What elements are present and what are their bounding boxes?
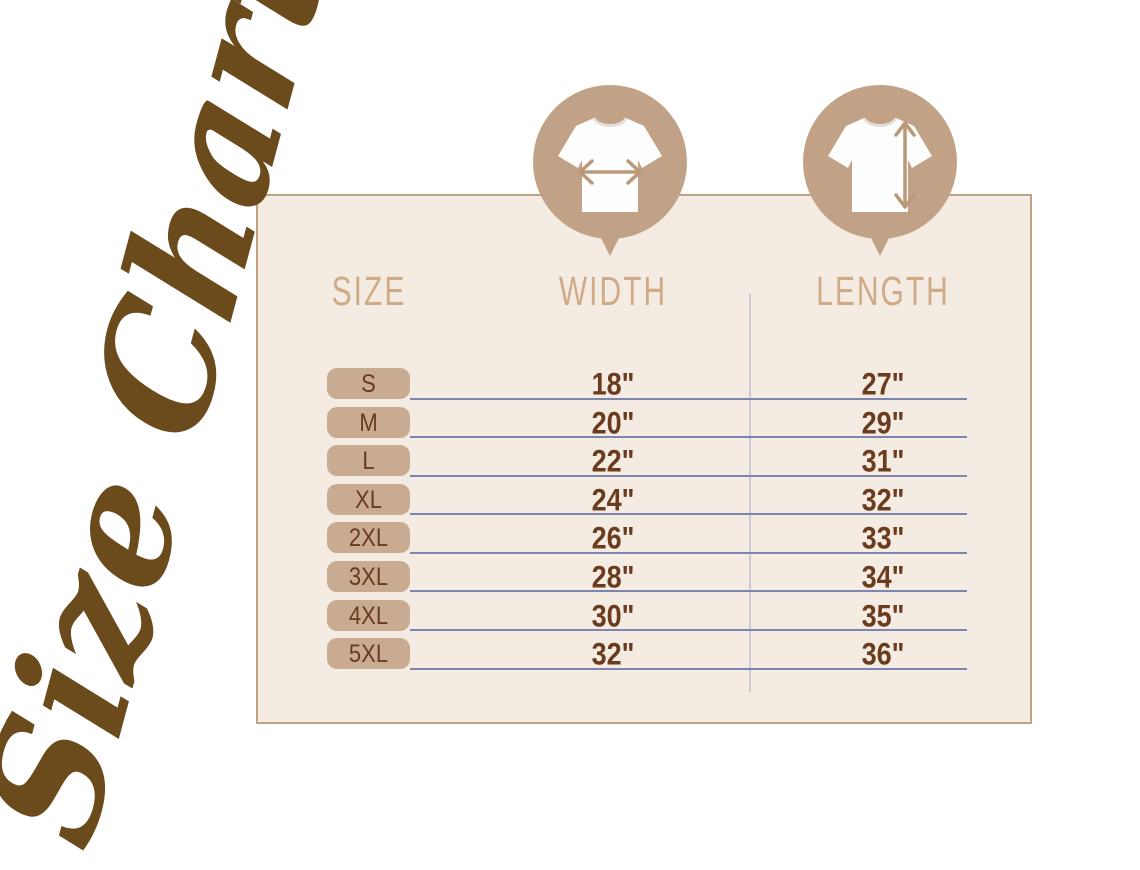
- size-badge: XL: [327, 483, 410, 515]
- size-table: S 18" 27" M 20" 29" L 22" 31" XL 24" 32" 2XL 26" 33" 3X…: [327, 366, 977, 677]
- table-row: 3XL 28" 34": [327, 559, 977, 600]
- length-value: 29": [861, 405, 905, 440]
- width-value: 26": [591, 521, 635, 556]
- size-label: 5XL: [348, 639, 389, 669]
- size-label: S: [361, 369, 376, 398]
- size-badge: M: [327, 406, 410, 438]
- size-badge: 2XL: [327, 522, 410, 554]
- length-value: 36": [861, 636, 905, 672]
- column-divider: [749, 294, 751, 692]
- table-row: XL 24" 32": [327, 482, 977, 523]
- table-row: S 18" 27": [327, 366, 977, 407]
- width-value: 24": [591, 482, 635, 517]
- width-value: 22": [591, 443, 635, 479]
- row-underline: [410, 436, 967, 439]
- column-header-width: WIDTH: [558, 270, 668, 315]
- table-row: 5XL 32" 36": [327, 636, 977, 677]
- t-shirt-shape: [558, 118, 662, 212]
- row-underline: [410, 513, 967, 516]
- size-badge: 4XL: [327, 599, 410, 631]
- t-shirt-width-icon: [533, 85, 687, 256]
- table-row: 2XL 26" 33": [327, 521, 977, 561]
- width-value: 32": [591, 636, 635, 672]
- size-badge: 5XL: [327, 638, 410, 670]
- table-row: 4XL 30" 35": [327, 598, 977, 639]
- collar-line: [592, 117, 628, 127]
- width-arrow: [578, 159, 642, 185]
- row-underline: [410, 551, 967, 554]
- length-value: 27": [861, 366, 905, 402]
- size-badge: S: [327, 368, 410, 399]
- row-underline: [410, 667, 967, 670]
- size-chart-card: SIZE WIDTH LENGTH S 18" 27" M 20" 29" L 22" 31" X…: [256, 194, 1032, 724]
- table-row: L 22" 31": [327, 443, 977, 484]
- width-value: 18": [591, 366, 635, 402]
- width-value: 20": [591, 405, 635, 440]
- row-underline: [410, 474, 967, 477]
- length-value: 35": [861, 598, 905, 633]
- width-value: 28": [591, 559, 635, 595]
- size-label: 3XL: [348, 562, 389, 591]
- length-value: 31": [861, 443, 905, 479]
- size-label: M: [359, 407, 378, 437]
- size-badge: 3XL: [327, 560, 410, 592]
- size-label: 2XL: [348, 523, 389, 553]
- column-header-size: SIZE: [331, 270, 407, 315]
- length-value: 32": [861, 482, 905, 517]
- collar-line: [862, 117, 898, 127]
- length-value: 34": [861, 559, 905, 595]
- column-header-length: LENGTH: [816, 270, 950, 315]
- size-label: L: [362, 446, 375, 476]
- row-underline: [410, 629, 967, 632]
- length-arrow: [894, 121, 916, 209]
- t-shirt-length-icon: [803, 85, 957, 256]
- row-underline: [410, 590, 967, 593]
- size-badge: L: [327, 445, 410, 477]
- width-value: 30": [591, 598, 635, 633]
- size-label: XL: [355, 484, 382, 514]
- size-label: 4XL: [348, 600, 389, 630]
- table-row: M 20" 29": [327, 405, 977, 446]
- length-value: 33": [861, 521, 905, 556]
- row-underline: [410, 397, 967, 400]
